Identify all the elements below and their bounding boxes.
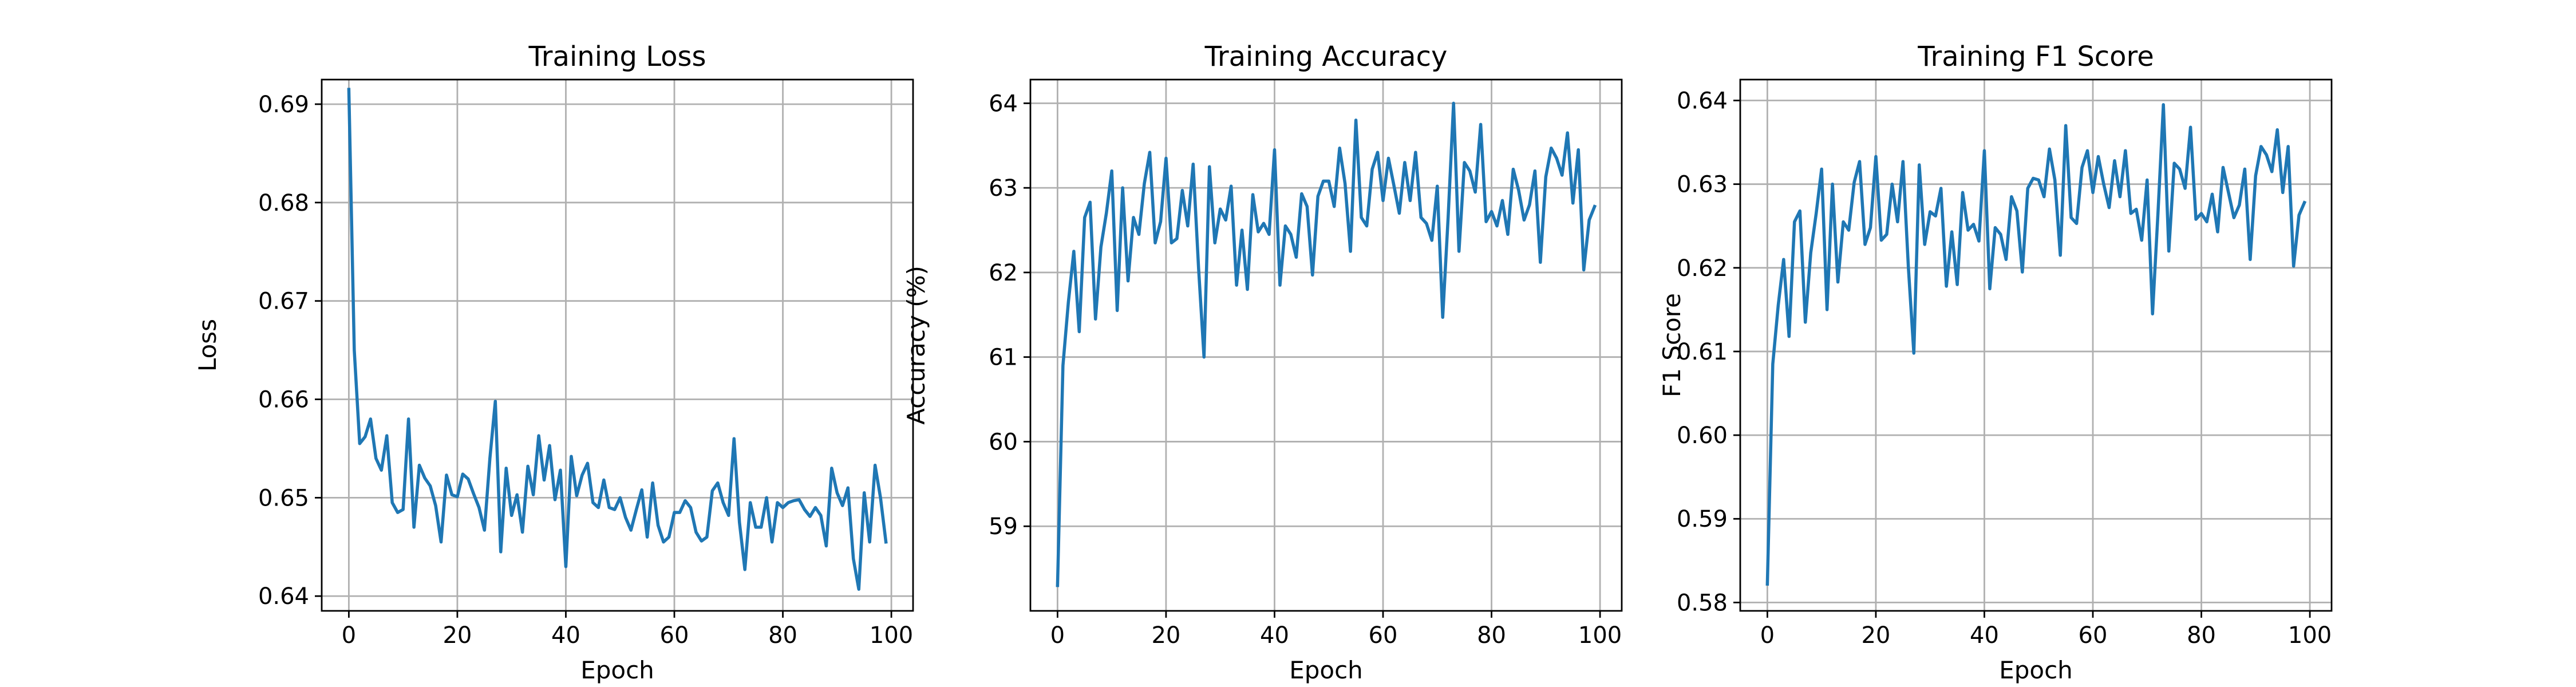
- plot-frame: [1029, 78, 1623, 612]
- y-tick-label: 0.65: [258, 485, 309, 511]
- x-tick-label: 20: [1861, 622, 1890, 649]
- y-tick-label: 0.64: [258, 583, 309, 610]
- x-tick-label: 100: [1578, 622, 1622, 649]
- x-tick-label: 60: [1369, 622, 1398, 649]
- x-tick-label: 60: [2079, 622, 2108, 649]
- y-tick-label: 0.69: [258, 92, 309, 118]
- y-tick-label: 0.68: [258, 190, 309, 216]
- x-tick-label: 0: [342, 622, 356, 649]
- y-tick-label: 0.63: [1677, 172, 1728, 198]
- x-tick-label: 80: [1477, 622, 1506, 649]
- x-tick-label: 80: [768, 622, 797, 649]
- x-tick-label: 40: [1260, 622, 1289, 649]
- x-tick-label: 80: [2187, 622, 2216, 649]
- x-axis-label: Epoch: [1999, 656, 2073, 684]
- x-tick-label: 100: [870, 622, 913, 649]
- y-tick-label: 62: [989, 260, 1018, 286]
- y-tick-label: 0.62: [1677, 255, 1728, 282]
- y-axis-label: Loss: [193, 319, 222, 372]
- y-axis-label: F1 Score: [1658, 293, 1686, 397]
- y-tick-label: 0.64: [1677, 88, 1728, 114]
- y-tick-label: 63: [989, 175, 1018, 202]
- series-line: [347, 88, 888, 591]
- plot-frame: [1739, 78, 2333, 612]
- x-tick-label: 20: [1151, 622, 1180, 649]
- y-tick-label: 0.66: [258, 387, 309, 413]
- y-tick-label: 0.61: [1677, 339, 1728, 365]
- y-tick-label: 0.60: [1677, 423, 1728, 449]
- x-tick-label: 60: [660, 622, 689, 649]
- y-tick-label: 59: [989, 514, 1018, 540]
- y-tick-label: 64: [989, 90, 1018, 117]
- y-tick-label: 0.59: [1677, 506, 1728, 532]
- x-tick-label: 0: [1050, 622, 1065, 649]
- y-tick-label: 60: [989, 429, 1018, 455]
- x-tick-label: 100: [2288, 622, 2332, 649]
- series-line: [1056, 101, 1597, 587]
- plot-frame: [321, 78, 914, 612]
- subplot-training-loss: 0 20 40 60 80 100 0.64 0.65 0.66 0.67 0.68 0.69 Trai…: [193, 41, 914, 684]
- chart-title: Training Loss: [528, 41, 706, 73]
- x-tick-label: 40: [1970, 622, 1999, 649]
- x-tick-label: 0: [1760, 622, 1775, 649]
- subplot-training-accuracy: 0 20 40 60 80 100 59 60 61 62 63 64 Training Accurac…: [902, 41, 1623, 684]
- y-tick-label: 0.58: [1677, 590, 1728, 616]
- y-tick-label: 0.67: [258, 289, 309, 315]
- y-axis-label: Accuracy (%): [902, 266, 930, 425]
- x-axis-label: Epoch: [580, 656, 654, 684]
- chart-title: Training F1 Score: [1917, 41, 2154, 73]
- x-axis-label: Epoch: [1289, 656, 1363, 684]
- x-tick-label: 40: [551, 622, 580, 649]
- x-tick-label: 20: [442, 622, 472, 649]
- series-line: [1765, 103, 2307, 586]
- subplot-training-f1-score: 0 20 40 60 80 100 0.58 0.59 0.60 0.61 0.62 0.63 0.64…: [1658, 41, 2333, 684]
- y-tick-label: 61: [989, 345, 1018, 371]
- chart-title: Training Accuracy: [1204, 41, 1448, 73]
